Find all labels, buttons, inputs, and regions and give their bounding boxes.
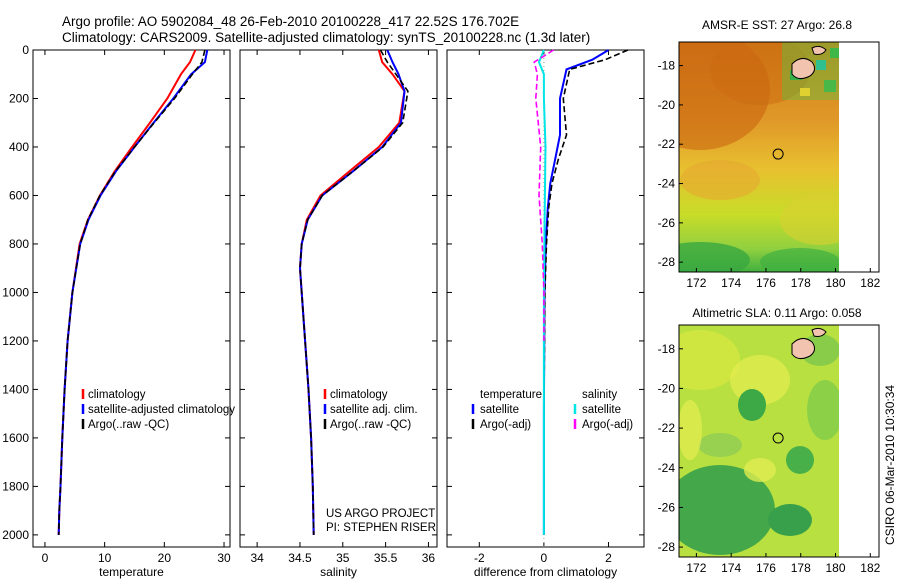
map-x-tick-label: 172 — [686, 561, 706, 575]
map-y-tick-label: -26 — [658, 500, 676, 514]
figure-title-line1: Argo profile: AO 5902084_48 26-Feb-2010 … — [62, 14, 519, 29]
legend-label: Argo(..raw -QC) — [330, 419, 411, 431]
legend-label: satellite — [480, 404, 519, 416]
legend-label: Argo(-adj) — [582, 419, 633, 431]
sst-heatmap — [679, 42, 839, 272]
y-tick-label: 2000 — [2, 528, 29, 542]
y-tick-label: 0 — [22, 43, 29, 57]
x-tick-label: 35.5 — [374, 551, 398, 565]
temperature-panel: 0 10 20 30 0 200 400 600 800 1000 1200 1400 1600 1800… — [2, 43, 235, 579]
series-line — [298, 49, 406, 535]
y-tick-label: 600 — [9, 188, 29, 202]
map-x-tick-label: 178 — [791, 276, 811, 290]
sst-map-frame — [678, 41, 880, 273]
legend-group-title: salinity — [582, 389, 617, 401]
map-y-tick-label: -22 — [658, 421, 676, 435]
map-y-tick-label: -24 — [658, 461, 676, 475]
y-tick-label: 1800 — [2, 479, 29, 493]
series-line — [543, 49, 629, 535]
map-x-tick-label: 174 — [721, 561, 741, 575]
project-label-line2: PI: STEPHEN RISER — [326, 522, 436, 534]
y-tick-label: 1400 — [2, 382, 29, 396]
x-axis-label: salinity — [320, 565, 357, 579]
map-x-tick-label: 182 — [860, 276, 880, 290]
x-axis-label: temperature — [99, 565, 164, 579]
sla-map-frame — [678, 324, 880, 558]
x-tick-label: 20 — [158, 551, 172, 565]
sla-map-panel: Altimetric SLA: 0.11 Argo: 0.058 172 174 1… — [658, 306, 881, 575]
map-x-tick-label: 176 — [756, 561, 776, 575]
series-line — [299, 49, 409, 535]
sla-map-title: Altimetric SLA: 0.11 Argo: 0.058 — [692, 306, 862, 320]
map-y-tick-label: -28 — [658, 255, 676, 269]
map-x-tick-label: 174 — [721, 276, 741, 290]
legend-group-title: temperature — [480, 389, 542, 401]
panel-frame — [32, 49, 231, 548]
sst-map-title: AMSR-E SST: 27 Argo: 26.8 — [702, 18, 852, 32]
legend-label: Argo(-adj) — [480, 419, 531, 431]
map-x-tick-label: 172 — [686, 276, 706, 290]
map-x-tick-label: 178 — [791, 561, 811, 575]
y-tick-label: 1000 — [2, 285, 29, 299]
map-y-tick-label: -18 — [658, 342, 676, 356]
legend-label: satellite-adjusted climatology — [88, 404, 235, 416]
map-x-tick-label: 180 — [826, 561, 846, 575]
series-line — [537, 49, 547, 535]
sla-heatmap — [679, 325, 839, 557]
salinity-panel: 34 34.5 35 35.5 36 salinity climatology satelli… — [239, 49, 438, 579]
x-tick-label: 30 — [217, 551, 231, 565]
series-line — [57, 49, 197, 535]
map-y-tick-label: -28 — [658, 540, 676, 554]
x-tick-label: 34.5 — [288, 551, 312, 565]
map-x-tick-label: 176 — [756, 276, 776, 290]
legend-label: Argo(..raw -QC) — [88, 419, 169, 431]
figure-title-line2: Climatology: CARS2009. Satellite-adjuste… — [62, 30, 590, 45]
panel-frame — [446, 49, 645, 548]
panel-frame — [239, 49, 438, 548]
x-tick-label: 0 — [42, 551, 49, 565]
map-y-tick-label: -18 — [658, 59, 676, 73]
series-line — [298, 49, 406, 535]
y-tick-label: 200 — [9, 91, 29, 105]
y-tick-label: 1600 — [2, 431, 29, 445]
legend-label: satellite adj. clim. — [330, 404, 418, 416]
sst-map-panel: AMSR-E SST: 27 Argo: 26.8 172 174 176 178 18… — [658, 18, 881, 290]
series-line — [57, 49, 206, 535]
x-tick-label: 34 — [250, 551, 264, 565]
x-tick-label: 2 — [605, 551, 612, 565]
project-label-line1: US ARGO PROJECT — [326, 508, 435, 520]
map-x-tick-label: 180 — [826, 276, 846, 290]
series-line — [57, 49, 209, 535]
map-y-tick-label: -20 — [658, 381, 676, 395]
map-y-tick-label: -20 — [658, 98, 676, 112]
series-line — [542, 49, 610, 535]
legend-label: climatology — [88, 389, 146, 401]
y-tick-label: 1200 — [2, 334, 29, 348]
x-tick-label: 35 — [336, 551, 350, 565]
y-tick-label: 800 — [9, 237, 29, 251]
map-y-tick-label: -24 — [658, 177, 676, 191]
x-tick-label: 0 — [541, 551, 548, 565]
legend-label: satellite — [582, 404, 621, 416]
sst-float-marker — [772, 148, 784, 160]
y-tick-label: 400 — [9, 140, 29, 154]
x-tick-label: -2 — [474, 551, 485, 565]
x-axis-label: difference from climatology — [474, 565, 617, 579]
series-line — [533, 49, 555, 341]
legend-label: climatology — [330, 389, 388, 401]
map-y-tick-label: -26 — [658, 216, 676, 230]
csiro-timestamp: CSIRO 06-Mar-2010 10:30:34 — [883, 385, 897, 545]
map-x-tick-label: 182 — [860, 561, 880, 575]
x-tick-label: 36 — [422, 551, 436, 565]
map-y-tick-label: -22 — [658, 137, 676, 151]
sla-float-marker — [772, 432, 784, 444]
x-tick-label: 10 — [98, 551, 112, 565]
